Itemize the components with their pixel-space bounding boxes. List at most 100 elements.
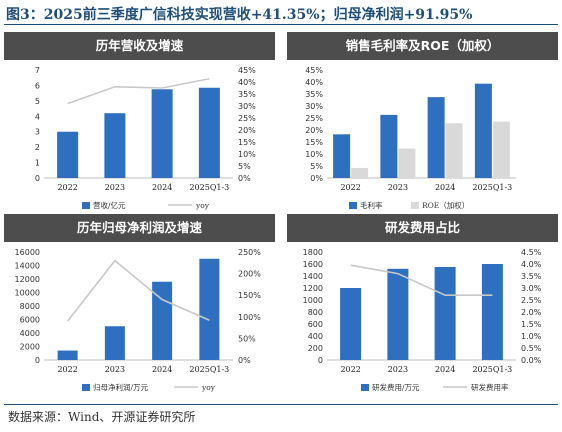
y-tick-label: 6 [35,81,40,90]
chart-title-margin: 销售毛利率及ROE（加权） [345,38,500,53]
y-tick-label: 12000 [15,275,40,284]
y-tick-label: 1600 [303,260,323,269]
y2-tick-label: 15% [238,138,256,147]
legend-label: 毛利率 [360,200,383,210]
x-tick-label: 2025Q1-3 [189,183,229,192]
y-tick-label: 15% [305,138,323,147]
y-tick-label: 1000 [303,296,323,305]
y-tick-label: 16000 [15,248,40,257]
bar-primary [104,326,125,360]
y-tick-label: 5 [35,97,40,106]
bar-secondary [398,148,416,178]
legend-label: 归母净利润/万元 [93,382,149,392]
y2-tick-label: 35% [238,90,256,99]
y-tick-label: 1 [35,159,40,168]
bar-primary [387,268,409,360]
x-tick-label: 2024 [435,365,455,374]
y-tick-label: 3 [35,128,40,137]
y-tick-label: 45% [305,66,323,75]
x-tick-label: 2023 [388,365,408,374]
legend-swatch [361,384,369,391]
x-tick-label: 2025Q1-3 [472,183,512,192]
legend-swatch [82,384,90,391]
legend-label: 营收/亿元 [93,200,126,210]
y2-tick-label: 100% [238,313,261,322]
legend-swatch [411,202,419,209]
y-tick-label: 200 [308,344,323,353]
y-tick-label: 14000 [15,262,40,271]
y2-tick-label: 4.0% [521,260,542,269]
chart-title-revenue: 历年营收及增速 [95,38,184,53]
y-tick-label: 4 [35,112,40,121]
bar-primary [427,97,445,178]
bar-primary [57,131,79,178]
y-tick-label: 2 [35,143,40,152]
y2-tick-label: 0% [238,174,251,183]
series-line-yoy [350,264,493,297]
bar-primary [380,114,398,178]
y-tick-label: 7 [35,66,40,75]
chart-panel-revenue: 历年营收及增速 0 1 2 3 4 5 6 7 0% 5% 10% 15% 20% 25% 30% 35% 40… [4,32,275,224]
y-tick-label: 2000 [20,343,40,352]
x-tick-label: 2025Q1-3 [472,365,512,374]
y-tick-label: 1800 [303,248,323,257]
y-tick-label: 10% [305,150,323,159]
y-tick-label: 0% [310,174,323,183]
y-tick-label: 600 [308,320,323,329]
bar-secondary [492,121,510,178]
y2-tick-label: 45% [238,66,256,75]
y-tick-label: 6000 [20,316,40,325]
y-tick-label: 8000 [20,302,40,311]
x-tick-label: 2023 [105,183,125,192]
y2-tick-label: 3.5% [521,272,542,281]
chart-panel-margin: 销售毛利率及ROE（加权） 0% 5% 10% 15% 20% 25% 30% 35% 40% 4… [287,32,558,224]
y-tick-label: 25% [305,114,323,123]
bar-primary [199,258,220,360]
y2-tick-label: 5% [238,162,251,171]
chart-title-rd: 研发费用占比 [384,220,460,235]
bar-primary [198,87,220,178]
legend-swatch [349,202,357,209]
y-tick-label: 1200 [303,284,323,293]
bar-primary [104,113,126,178]
bar-primary [151,89,173,178]
x-tick-label: 2024 [435,183,455,192]
bar-primary [474,83,492,178]
y2-tick-label: 0% [238,356,251,365]
bar-primary [434,267,456,360]
legend-swatch [82,202,90,209]
y-tick-label: 40% [305,78,323,87]
x-tick-label: 2022 [57,183,77,192]
y2-tick-label: 3.0% [521,284,542,293]
panel-header [4,214,275,242]
y-tick-label: 1400 [303,272,323,281]
x-tick-label: 2022 [340,183,360,192]
y-tick-label: 5% [310,162,323,171]
y2-tick-label: 200% [238,270,261,279]
y2-tick-label: 0.0% [521,356,542,365]
source-rule [4,404,558,405]
y-tick-label: 0 [318,356,323,365]
x-tick-label: 2023 [105,365,125,374]
legend-label: 研发费用/万元 [372,382,420,392]
y2-tick-label: 30% [238,102,256,111]
legend-label: yoy [195,201,210,210]
y2-tick-label: 50% [238,334,256,343]
figure-title: 图3：2025前三季度广信科技实现营收+41.35%；归母净利润+91.95% [6,7,473,23]
bar-primary [481,264,503,360]
x-tick-label: 2023 [388,183,408,192]
chart-revenue: 0 1 2 3 4 5 6 7 0% 5% 10% 15% 20% 25% 30% 35% 40% 45% 2022… [35,66,256,210]
bar-primary [57,350,78,360]
series-line-yoy [66,259,210,322]
panel-header [4,32,275,60]
y2-tick-label: 20% [238,126,256,135]
panel-header [287,214,558,242]
chart-title-profit: 历年归母净利润及增速 [76,220,202,235]
legend-label: yoy [201,383,216,392]
y-tick-label: 30% [305,102,323,111]
title-rule [4,24,558,25]
y2-tick-label: 25% [238,114,256,123]
x-tick-label: 2025Q1-3 [189,365,229,374]
y2-tick-label: 2.0% [521,308,542,317]
y-tick-label: 400 [308,332,323,341]
